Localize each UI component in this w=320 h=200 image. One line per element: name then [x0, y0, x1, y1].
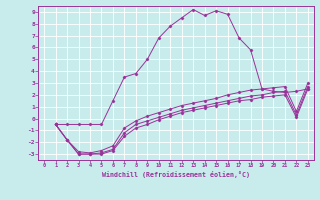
X-axis label: Windchill (Refroidissement éolien,°C): Windchill (Refroidissement éolien,°C): [102, 171, 250, 178]
